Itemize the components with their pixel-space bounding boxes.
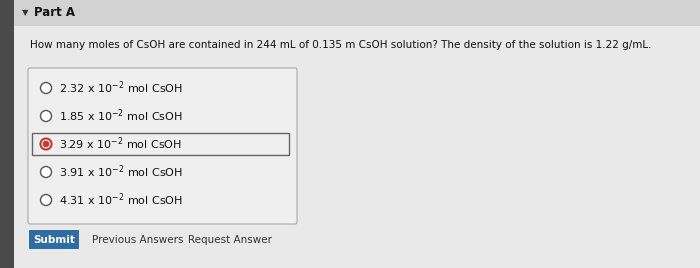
Text: How many moles of CsOH are contained in 244 mL of 0.135 m CsOH solution? The den: How many moles of CsOH are contained in … [30,40,652,50]
Text: ▼: ▼ [22,9,29,17]
Circle shape [41,110,52,121]
Text: 1.85 x 10$^{-2}$ mol CsOH: 1.85 x 10$^{-2}$ mol CsOH [59,108,183,124]
Circle shape [43,141,49,147]
Circle shape [41,83,52,94]
FancyBboxPatch shape [32,133,289,155]
Text: 2.32 x 10$^{-2}$ mol CsOH: 2.32 x 10$^{-2}$ mol CsOH [59,80,183,96]
FancyBboxPatch shape [29,230,79,249]
Text: 3.91 x 10$^{-2}$ mol CsOH: 3.91 x 10$^{-2}$ mol CsOH [59,164,183,180]
Circle shape [41,195,52,206]
Text: 4.31 x 10$^{-2}$ mol CsOH: 4.31 x 10$^{-2}$ mol CsOH [59,192,183,208]
Text: Part A: Part A [34,6,75,20]
FancyBboxPatch shape [0,0,14,268]
FancyBboxPatch shape [28,68,297,224]
FancyBboxPatch shape [14,0,700,26]
Text: Submit: Submit [33,235,75,245]
Text: Previous Answers: Previous Answers [92,235,183,245]
Circle shape [41,166,52,177]
Circle shape [41,139,52,150]
Text: 3.29 x 10$^{-2}$ mol CsOH: 3.29 x 10$^{-2}$ mol CsOH [59,136,182,152]
Text: Request Answer: Request Answer [188,235,272,245]
FancyBboxPatch shape [14,26,700,268]
